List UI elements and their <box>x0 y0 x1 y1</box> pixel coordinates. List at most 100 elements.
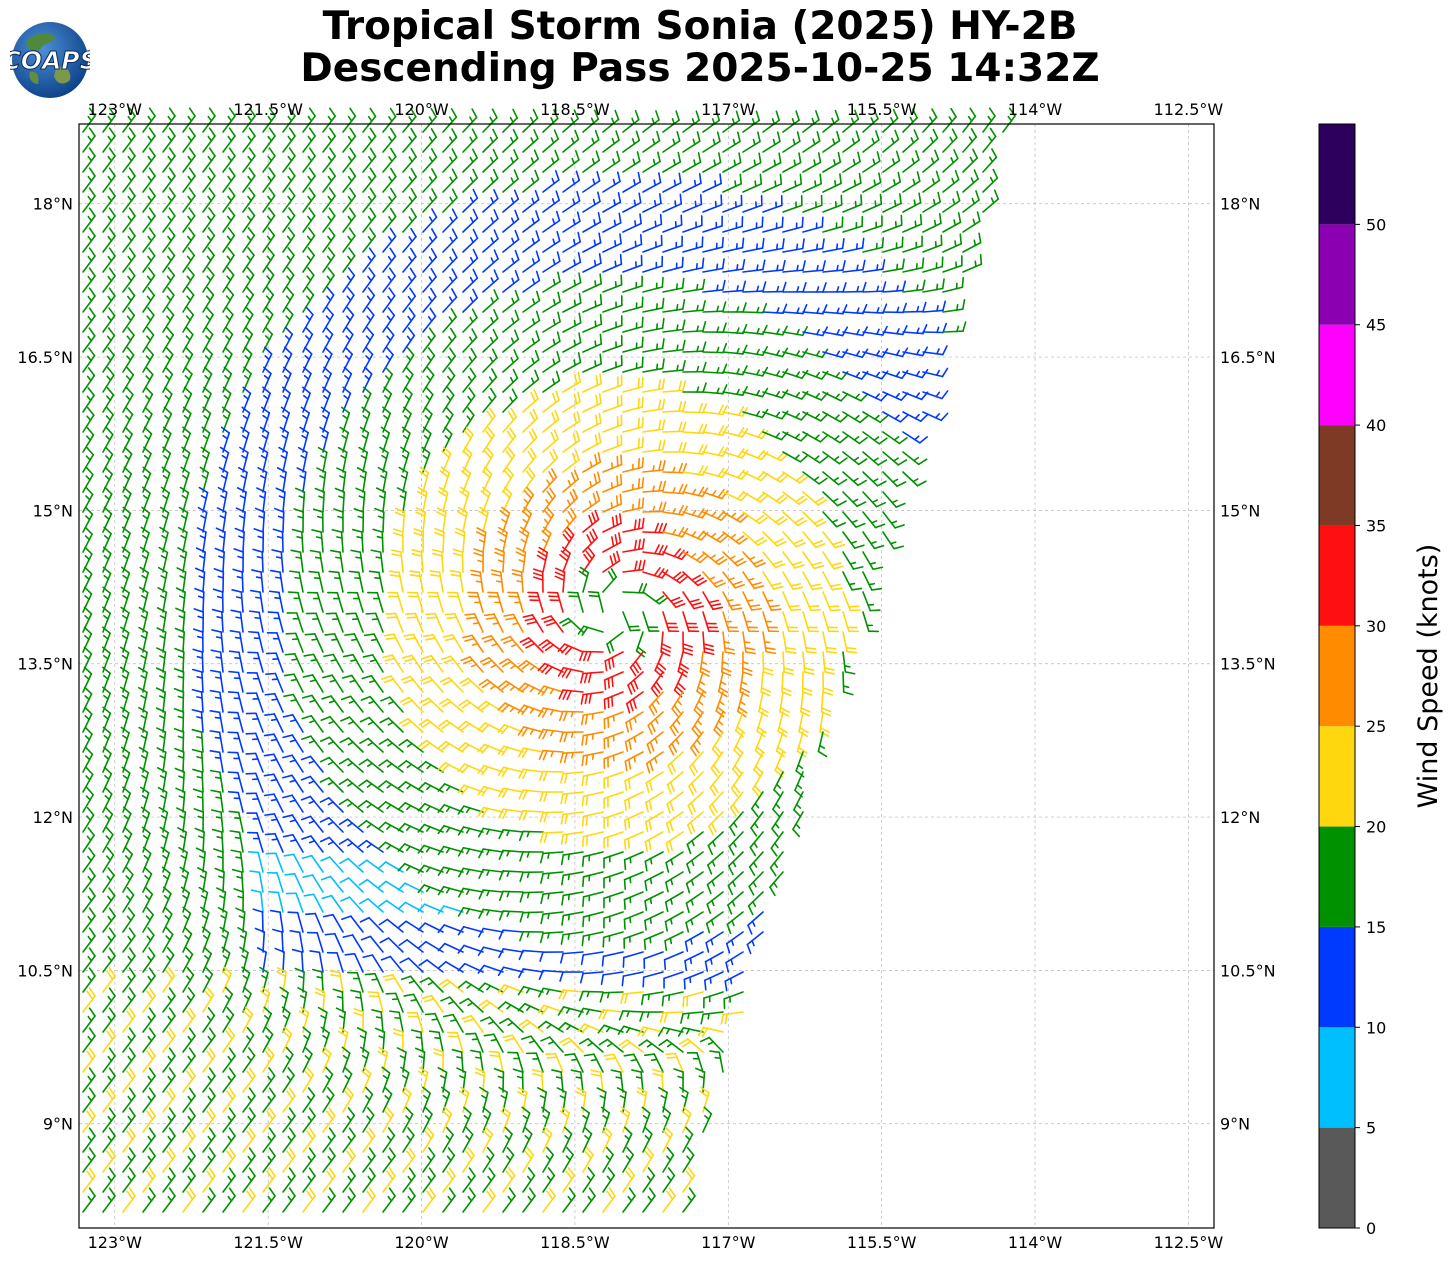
wind-barb <box>142 1087 156 1113</box>
wind-barb <box>502 388 518 413</box>
wind-barb <box>142 307 155 333</box>
wind-barb <box>368 570 384 593</box>
wind-barb <box>401 654 424 673</box>
wind-barb <box>274 947 285 973</box>
wind-barb <box>498 829 524 840</box>
wind-barb <box>142 227 156 253</box>
wind-barb <box>643 931 664 951</box>
wind-barb <box>342 1127 356 1153</box>
wind-barb <box>518 949 544 961</box>
wind-barb <box>142 927 155 953</box>
wind-barb <box>682 300 706 313</box>
wind-barb <box>253 528 265 553</box>
wind-barb <box>802 152 822 173</box>
wind-barb <box>842 281 867 293</box>
wind-barb <box>771 811 784 837</box>
wind-barb <box>602 253 623 273</box>
wind-barb <box>606 631 624 654</box>
wind-barb <box>174 647 185 673</box>
wind-barb <box>202 346 213 373</box>
wind-barb <box>862 259 886 273</box>
wind-barb <box>742 281 767 293</box>
wind-barb <box>372 528 384 553</box>
wind-barb <box>202 1167 216 1193</box>
wind-barb <box>182 1087 196 1113</box>
wind-barb <box>521 1035 544 1053</box>
wind-barb <box>483 1033 504 1053</box>
wind-barb <box>82 867 96 893</box>
wind-barb <box>642 378 665 393</box>
wind-barb <box>722 591 743 611</box>
wind-barb <box>302 1167 316 1193</box>
wind-barb <box>601 951 624 967</box>
wind-barb <box>502 289 520 313</box>
wind-barb <box>359 716 384 733</box>
wind-barb <box>437 885 464 896</box>
wind-barb <box>162 207 176 233</box>
wind-barb <box>142 1067 156 1093</box>
wind-barb <box>262 1006 273 1033</box>
wind-barb <box>536 546 549 573</box>
wind-barb <box>388 570 404 593</box>
wind-barb <box>474 1067 486 1093</box>
wind-barb <box>309 950 324 973</box>
wind-barb <box>246 672 264 693</box>
wind-barb <box>982 168 999 193</box>
wind-barb <box>180 466 190 493</box>
wind-barb <box>518 810 544 821</box>
wind-barb <box>302 346 313 373</box>
wind-barb <box>559 546 571 573</box>
wind-barb <box>459 677 484 693</box>
wind-barb <box>882 431 908 445</box>
wind-barb <box>742 152 762 173</box>
wind-barb <box>742 428 769 440</box>
wind-barb <box>922 278 945 293</box>
wind-barb <box>402 1106 414 1133</box>
wind-barb <box>487 591 504 613</box>
wind-barb <box>562 150 580 173</box>
wind-barb <box>82 307 96 333</box>
wind-barb <box>382 147 397 173</box>
wind-barb <box>437 961 464 973</box>
wind-barb <box>512 1068 524 1093</box>
wind-barb <box>522 250 541 273</box>
wind-barb <box>382 307 396 333</box>
wind-barb <box>282 167 296 193</box>
wind-barb <box>211 828 224 853</box>
wind-barb <box>562 252 582 273</box>
wind-barb <box>82 626 93 653</box>
wind-barb <box>387 591 404 613</box>
wind-barb <box>624 751 644 772</box>
wind-barb <box>482 229 499 253</box>
wind-barb <box>522 290 541 313</box>
wind-barb <box>142 187 156 213</box>
wind-barb <box>711 731 724 758</box>
wind-barb <box>782 131 801 153</box>
wind-barb <box>402 187 417 213</box>
wind-barb <box>158 806 169 833</box>
wind-barb <box>342 934 364 953</box>
wind-barb <box>142 247 156 273</box>
wind-barb <box>702 425 728 436</box>
wind-barb <box>457 980 484 993</box>
lat-tick-label-left: 18°N <box>33 195 73 214</box>
wind-barb <box>522 349 540 373</box>
wind-barb <box>322 286 335 313</box>
wind-barb <box>429 570 444 593</box>
wind-barb <box>773 771 784 798</box>
wind-barb <box>102 846 115 873</box>
wind-barb <box>669 711 684 737</box>
wind-barb <box>262 1167 276 1193</box>
lat-tick-label-right: 16.5°N <box>1220 348 1276 367</box>
wind-barb <box>742 571 765 590</box>
wind-barb <box>602 1167 615 1193</box>
wind-barb <box>346 971 364 993</box>
wind-barb <box>622 497 645 513</box>
lon-tick-label-bottom: 117°W <box>701 1233 756 1252</box>
wind-barb <box>182 1187 196 1213</box>
wind-barb <box>382 187 397 213</box>
wind-barb <box>725 931 744 954</box>
wind-barb <box>302 127 316 153</box>
wind-barb <box>222 1006 235 1033</box>
wind-barb <box>227 711 244 733</box>
